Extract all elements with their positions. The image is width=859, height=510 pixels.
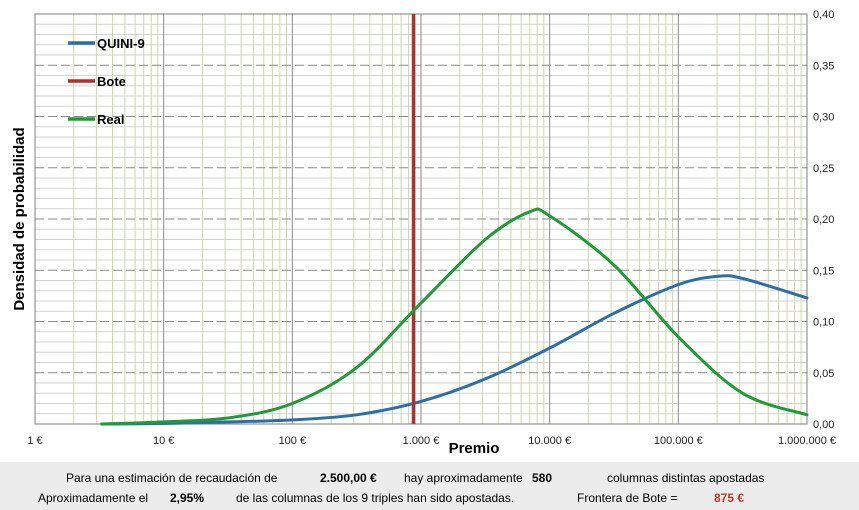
y-tick-label: 0,30 xyxy=(813,112,834,124)
footer-value-columnas: 580 xyxy=(532,471,553,485)
footer-text-triples: de las columnas de los 9 triples han sid… xyxy=(236,491,515,505)
y-tick-label: 0,40 xyxy=(813,9,834,21)
footer-value-pct: 2,95% xyxy=(170,491,205,505)
series-line-quini-9 xyxy=(100,274,809,426)
chart-area: 0,00 0,05 0,10 0,15 0,20 0,25 0,30 0,35 0,40 1 € 1… xyxy=(11,9,837,457)
footer-value-bote: 875 € xyxy=(714,491,745,505)
footer-value-recaudacion: 2.500,00 € xyxy=(320,471,377,485)
x-tick-label: 1.000 € xyxy=(403,435,440,447)
footer-text-recaudacion: Para una estimación de recaudación de xyxy=(66,471,278,485)
y-tick-label: 0,00 xyxy=(813,419,834,431)
x-axis-title: Premio xyxy=(449,440,500,457)
x-tick-label: 100 € xyxy=(279,435,307,447)
footer-text-aproximadamente: hay aproximadamente xyxy=(404,471,523,485)
y-tick-label: 0,05 xyxy=(813,368,834,380)
x-tick-label: 10.000 € xyxy=(528,435,571,447)
summary-footer: Para una estimación de recaudación de 2.… xyxy=(0,462,859,510)
x-tick-label: 10 € xyxy=(153,435,174,447)
y-tick-label: 0,35 xyxy=(813,60,834,72)
footer-text-aprox: Aproximadamente el xyxy=(38,491,149,505)
y-axis-title: Densidad de probabilidad xyxy=(11,127,28,310)
footer-text-frontera: Frontera de Bote = xyxy=(577,491,678,505)
density-chart: 0,00 0,05 0,10 0,15 0,20 0,25 0,30 0,35 0,40 1 € 1… xyxy=(11,9,836,457)
x-tick-label: 100.000 € xyxy=(654,435,703,447)
y-tick-label: 0,15 xyxy=(813,265,834,277)
legend-label-real: Real xyxy=(97,112,124,127)
plot-border xyxy=(34,13,808,425)
y-tick-label: 0,20 xyxy=(813,214,834,226)
y-tick-label: 0,10 xyxy=(813,317,834,329)
series-line-real xyxy=(100,207,809,426)
footer-text-columnas: columnas distintas apostadas xyxy=(607,471,765,485)
x-tick-label: 1.000.000 € xyxy=(778,435,836,447)
y-tick-label: 0,25 xyxy=(813,163,834,175)
legend-label-quini-9: QUINI-9 xyxy=(97,36,145,51)
x-tick-label: 1 € xyxy=(27,435,42,447)
legend-label-bote: Bote xyxy=(97,74,126,89)
